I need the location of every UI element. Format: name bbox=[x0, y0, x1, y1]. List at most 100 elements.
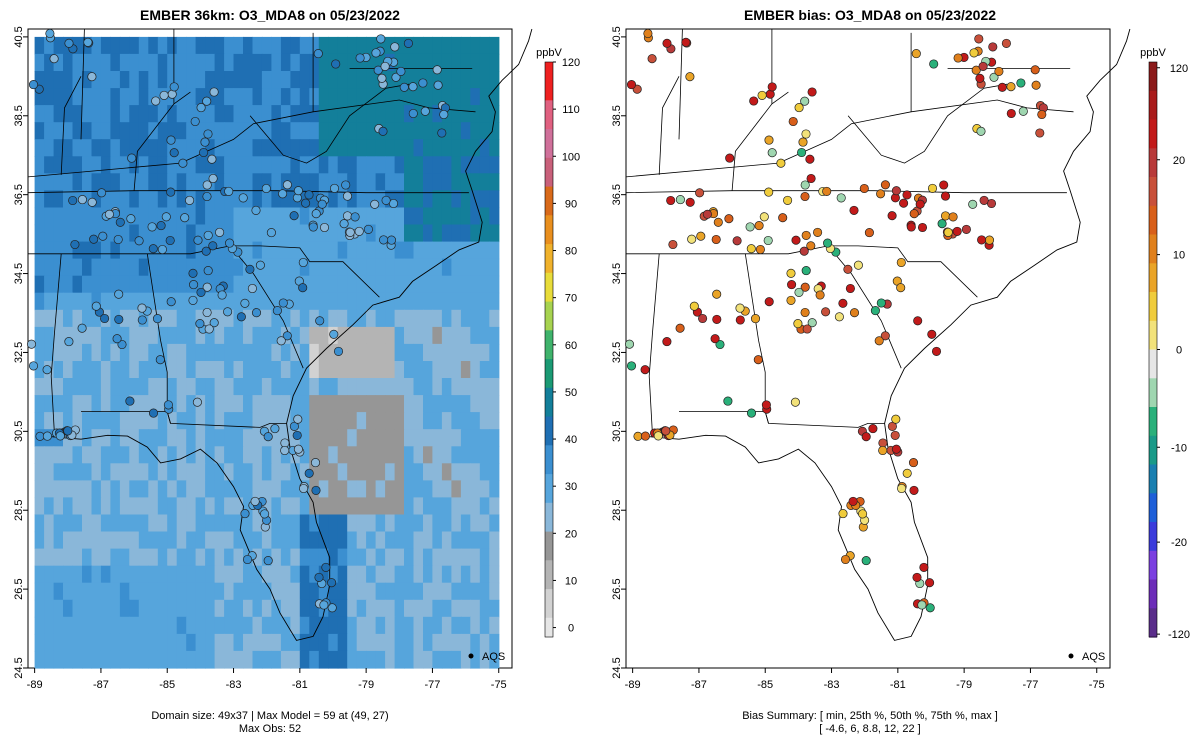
model-grid-cell bbox=[404, 446, 415, 464]
model-grid-cell bbox=[110, 565, 121, 584]
left-colorbar-step bbox=[545, 100, 553, 111]
model-grid-cell bbox=[63, 378, 74, 396]
bias-site-marker bbox=[880, 180, 890, 190]
right-colorbar-step bbox=[1149, 608, 1157, 638]
bias-site-marker bbox=[800, 307, 810, 318]
model-grid-cell bbox=[337, 633, 348, 652]
model-grid-cell bbox=[53, 650, 64, 669]
aqs-site-marker bbox=[83, 37, 93, 47]
model-grid-cell bbox=[366, 173, 377, 191]
aqs-site-marker bbox=[304, 468, 314, 478]
model-grid-cell bbox=[394, 241, 405, 260]
model-grid-cell bbox=[157, 395, 168, 413]
model-grid-cell bbox=[72, 582, 83, 601]
left-y-tick-label: 38.5 bbox=[13, 105, 25, 126]
model-grid-cell bbox=[205, 429, 216, 447]
model-grid-cell bbox=[72, 633, 83, 652]
model-grid-cell bbox=[271, 378, 282, 396]
model-grid-cell bbox=[356, 343, 367, 362]
bias-site-marker bbox=[870, 306, 880, 316]
model-grid-cell bbox=[432, 650, 443, 669]
aqs-site-marker bbox=[169, 148, 179, 158]
model-grid-cell bbox=[432, 514, 443, 533]
model-grid-cell bbox=[110, 173, 121, 191]
model-grid-cell bbox=[261, 497, 272, 516]
model-grid-cell bbox=[432, 139, 443, 157]
model-grid-cell bbox=[176, 480, 187, 499]
model-grid-cell bbox=[451, 343, 462, 362]
model-grid-cell bbox=[243, 207, 254, 226]
aqs-site-marker bbox=[190, 116, 200, 127]
model-grid-cell bbox=[328, 514, 339, 533]
model-grid-cell bbox=[366, 326, 377, 345]
model-grid-cell bbox=[441, 633, 452, 652]
model-grid-cell bbox=[261, 343, 272, 362]
bias-site-marker bbox=[1037, 109, 1047, 120]
model-grid-cell bbox=[214, 582, 225, 601]
model-grid-cell bbox=[356, 36, 367, 55]
model-grid-cell bbox=[470, 71, 481, 89]
model-grid-cell bbox=[148, 395, 159, 413]
model-grid-cell bbox=[53, 531, 64, 550]
left-state-boundary bbox=[133, 91, 191, 191]
aqs-site-marker bbox=[137, 303, 147, 313]
left-colorbar-step bbox=[545, 224, 553, 235]
model-grid-cell bbox=[347, 633, 358, 652]
model-grid-cell bbox=[34, 361, 45, 379]
model-grid-cell bbox=[460, 258, 471, 277]
model-grid-cell bbox=[280, 207, 291, 226]
bias-site-marker bbox=[764, 187, 774, 197]
model-grid-cell bbox=[72, 565, 83, 584]
model-grid-cell bbox=[63, 446, 74, 464]
model-grid-cell bbox=[82, 361, 93, 379]
model-grid-cell bbox=[385, 650, 396, 669]
model-grid-cell bbox=[366, 395, 377, 413]
aqs-site-marker bbox=[282, 331, 292, 341]
model-grid-cell bbox=[167, 343, 178, 362]
model-grid-cell bbox=[110, 36, 121, 55]
aqs-site-marker bbox=[89, 234, 99, 244]
right-colorbar-tick-label: -120 bbox=[1168, 629, 1190, 641]
bias-site-marker bbox=[786, 295, 796, 305]
model-grid-cell bbox=[205, 88, 216, 106]
model-grid-cell bbox=[261, 446, 272, 464]
model-concentration-grid bbox=[34, 36, 500, 669]
model-grid-cell bbox=[91, 599, 102, 618]
model-grid-cell bbox=[347, 514, 358, 533]
model-grid-cell bbox=[167, 326, 178, 345]
model-grid-cell bbox=[214, 88, 225, 106]
model-grid-cell bbox=[119, 292, 130, 311]
model-grid-cell bbox=[243, 53, 254, 72]
model-grid-cell bbox=[205, 378, 216, 396]
model-grid-cell bbox=[441, 292, 452, 311]
model-grid-cell bbox=[63, 633, 74, 652]
model-grid-cell bbox=[299, 88, 310, 106]
model-grid-cell bbox=[53, 292, 64, 311]
model-grid-cell bbox=[53, 412, 64, 430]
aqs-site-marker bbox=[42, 365, 52, 375]
model-grid-cell bbox=[195, 71, 206, 89]
aqs-site-marker bbox=[148, 244, 158, 254]
aqs-site-marker bbox=[354, 226, 364, 236]
aqs-site-marker bbox=[208, 173, 218, 184]
model-grid-cell bbox=[34, 173, 45, 191]
model-grid-cell bbox=[110, 224, 121, 243]
left-colorbar-step bbox=[545, 177, 553, 188]
model-grid-cell bbox=[451, 531, 462, 550]
model-grid-cell bbox=[460, 292, 471, 311]
model-grid-cell bbox=[413, 463, 424, 481]
model-grid-cell bbox=[318, 36, 329, 55]
left-colorbar-step bbox=[545, 349, 553, 360]
model-grid-cell bbox=[441, 412, 452, 430]
bias-site-marker bbox=[840, 554, 851, 565]
model-grid-cell bbox=[375, 514, 386, 533]
left-colorbar-step bbox=[545, 359, 553, 370]
model-grid-cell bbox=[252, 548, 263, 567]
left-colorbar-step bbox=[545, 531, 553, 542]
aqs-site-marker bbox=[327, 603, 337, 613]
model-grid-cell bbox=[214, 156, 225, 174]
model-grid-cell bbox=[100, 514, 111, 533]
model-grid-cell bbox=[413, 429, 424, 447]
model-grid-cell bbox=[328, 565, 339, 584]
model-grid-cell bbox=[82, 565, 93, 584]
